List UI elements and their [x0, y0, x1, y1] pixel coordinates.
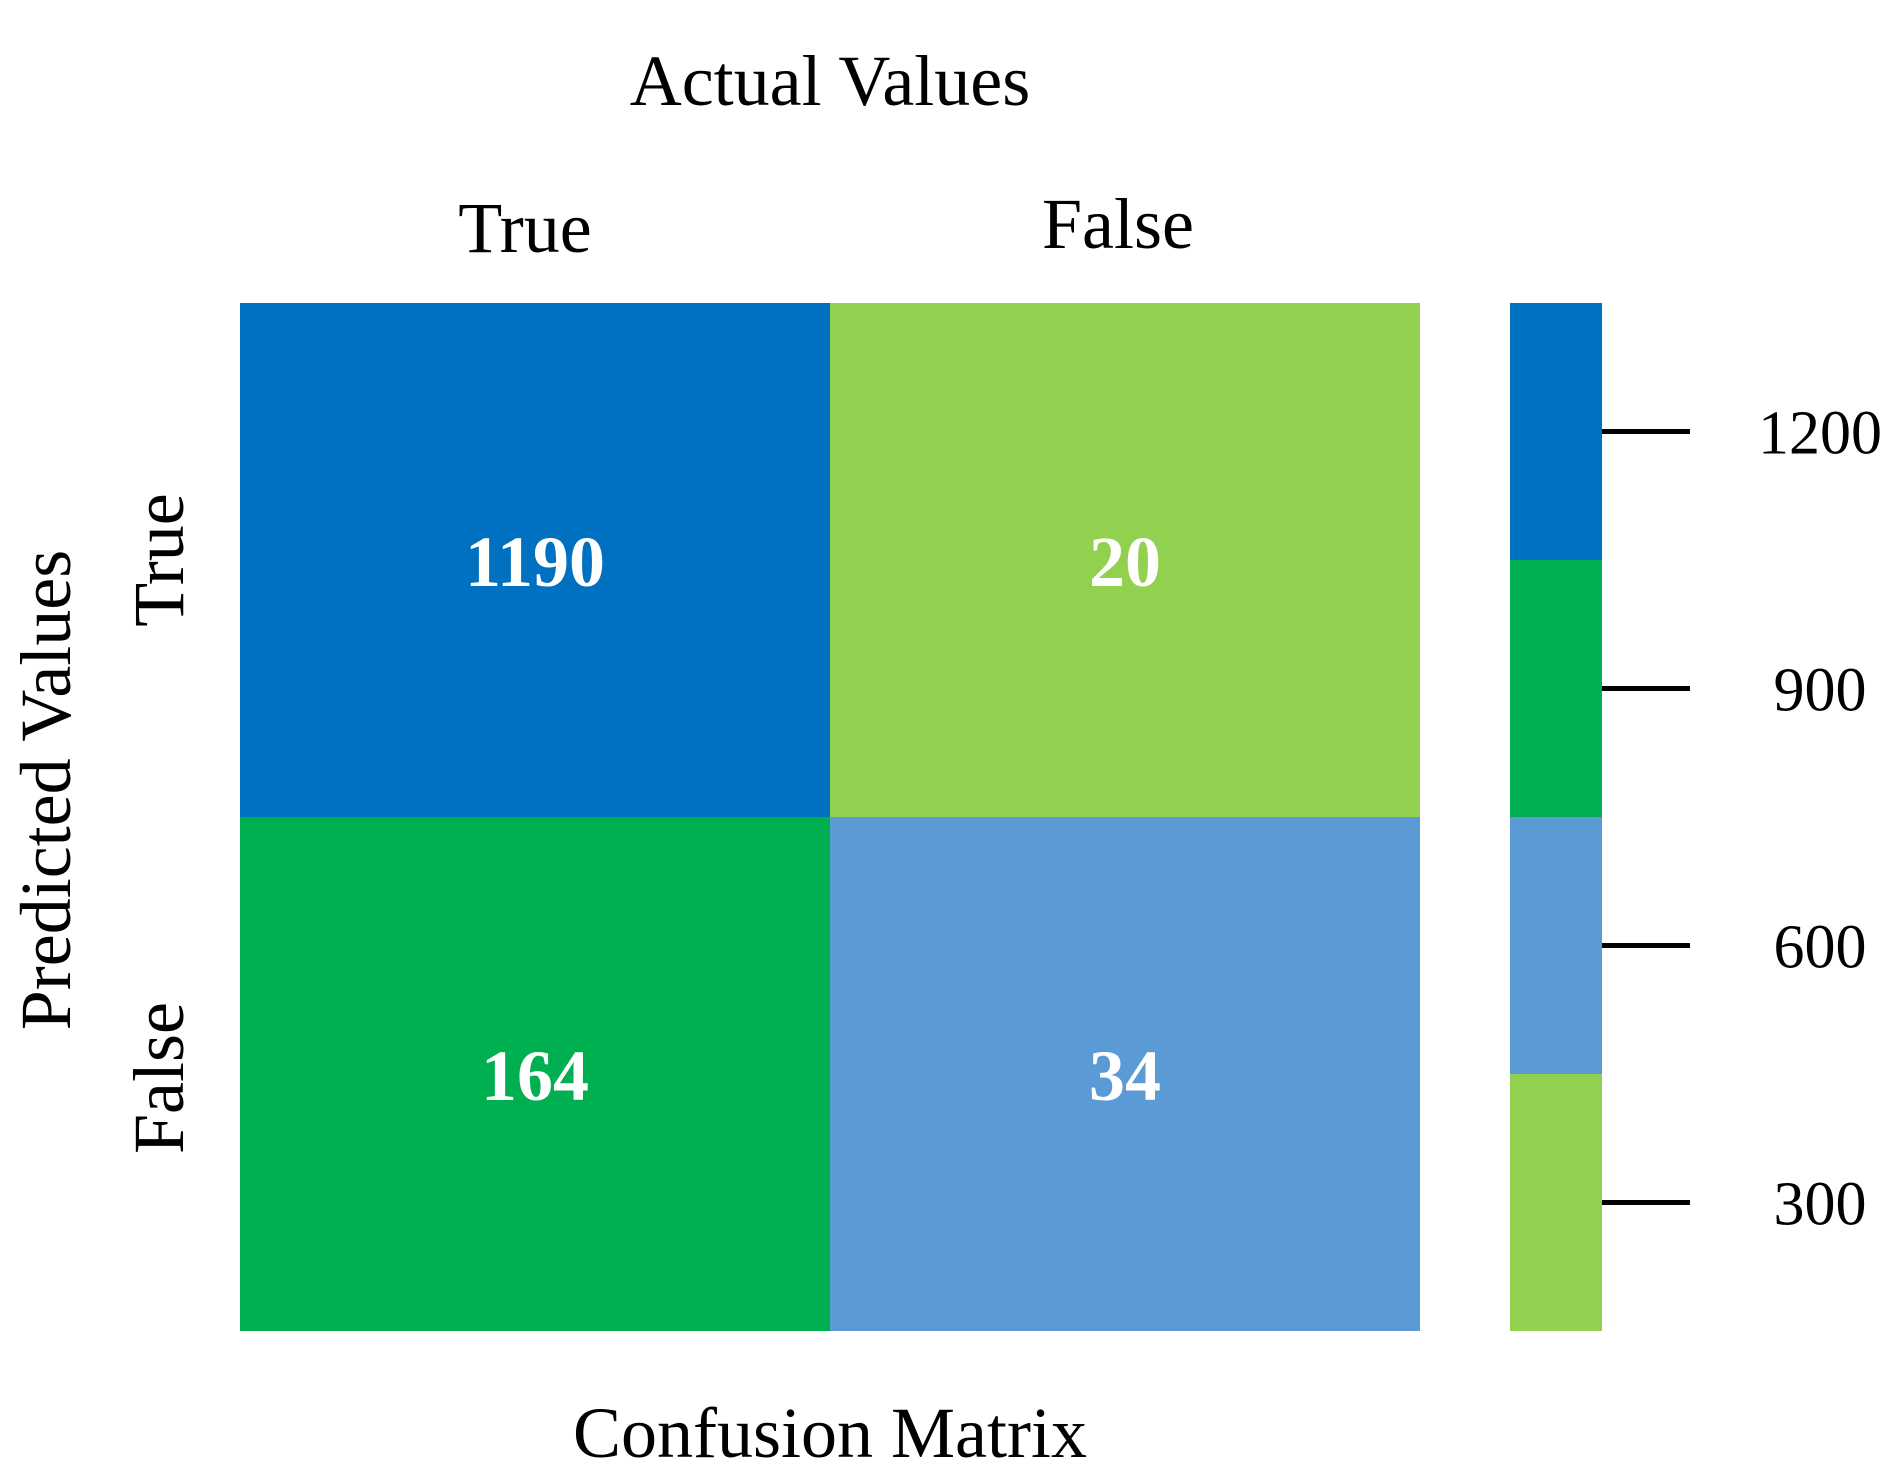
- colorbar-tick-label-1200: 1200: [1758, 400, 1882, 468]
- cell-value-false-false: 34: [1089, 1036, 1161, 1116]
- cell-true-true: [240, 303, 830, 817]
- colorbar-band-3: [1510, 1074, 1602, 1331]
- top-title: Actual Values: [630, 41, 1031, 121]
- cell-value-false-true: 164: [481, 1036, 589, 1116]
- colorbar-band-0: [1510, 303, 1602, 560]
- cell-true-false: [830, 303, 1420, 817]
- row-label-true: True: [119, 493, 199, 626]
- cell-value-true-true: 1190: [465, 522, 605, 602]
- column-label-false: False: [1042, 184, 1194, 264]
- column-label-true: True: [458, 188, 591, 268]
- y-axis-label: Predicted Values: [6, 550, 86, 1031]
- colorbar-tick-label-900: 900: [1774, 657, 1867, 725]
- matrix-cells: 1190 20 164 34: [240, 303, 1420, 1331]
- bottom-title: Confusion Matrix: [573, 1393, 1087, 1473]
- colorbar-tick-label-300: 300: [1774, 1171, 1867, 1239]
- cell-value-true-false: 20: [1089, 522, 1161, 602]
- cell-false-true: [240, 817, 830, 1331]
- colorbar-band-2: [1510, 817, 1602, 1074]
- cell-false-false: [830, 817, 1420, 1331]
- colorbar-tick-label-600: 600: [1774, 914, 1867, 982]
- row-label-false: False: [119, 1002, 199, 1154]
- colorbar-band-1: [1510, 560, 1602, 817]
- colorbar: 1200 900 600 300: [1510, 303, 1882, 1331]
